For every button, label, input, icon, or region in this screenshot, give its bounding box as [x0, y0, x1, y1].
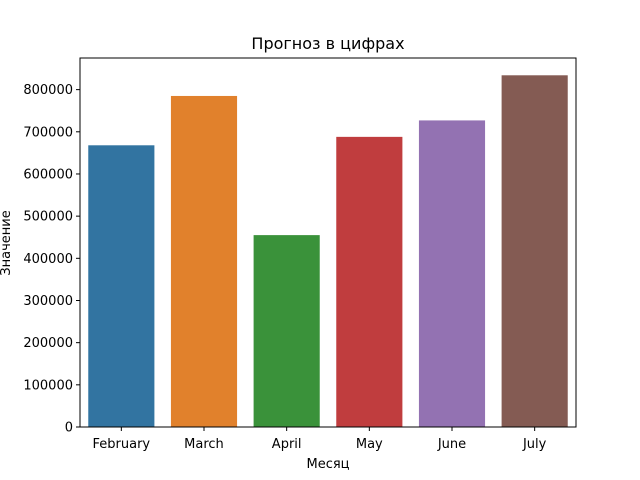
- y-axis-label: Значение: [0, 210, 14, 275]
- x-axis: February March April May June July: [93, 427, 547, 452]
- bar-february: [88, 145, 155, 427]
- x-tick-label: June: [437, 437, 466, 452]
- bar-may: [336, 136, 403, 427]
- bar-july: [501, 75, 568, 427]
- y-tick-label: 0: [65, 421, 73, 436]
- y-tick-label: 300000: [23, 294, 73, 309]
- y-tick-label: 200000: [23, 336, 73, 351]
- bar-june: [418, 120, 486, 428]
- y-tick-label: 600000: [23, 167, 73, 182]
- chart-title: Прогноз в цифрах: [251, 34, 404, 53]
- bar-april: [253, 235, 320, 427]
- x-tick-label: May: [356, 437, 383, 452]
- y-tick-label: 800000: [23, 83, 73, 98]
- x-tick-label: February: [93, 437, 151, 452]
- y-tick-label: 400000: [23, 252, 73, 267]
- x-tick-label: April: [272, 437, 302, 452]
- y-tick-label: 700000: [23, 125, 73, 140]
- x-tick-label: July: [522, 437, 547, 452]
- x-axis-label: Месяц: [306, 457, 349, 472]
- y-tick-label: 500000: [23, 210, 73, 225]
- y-tick-label: 100000: [23, 378, 73, 393]
- plot-frame: [79, 57, 577, 428]
- bar-march: [170, 95, 238, 427]
- y-axis: 0 100000 200000 300000 400000 500000 600000 700…: [23, 83, 80, 436]
- x-tick-label: March: [184, 437, 224, 452]
- bars-group: [88, 75, 568, 428]
